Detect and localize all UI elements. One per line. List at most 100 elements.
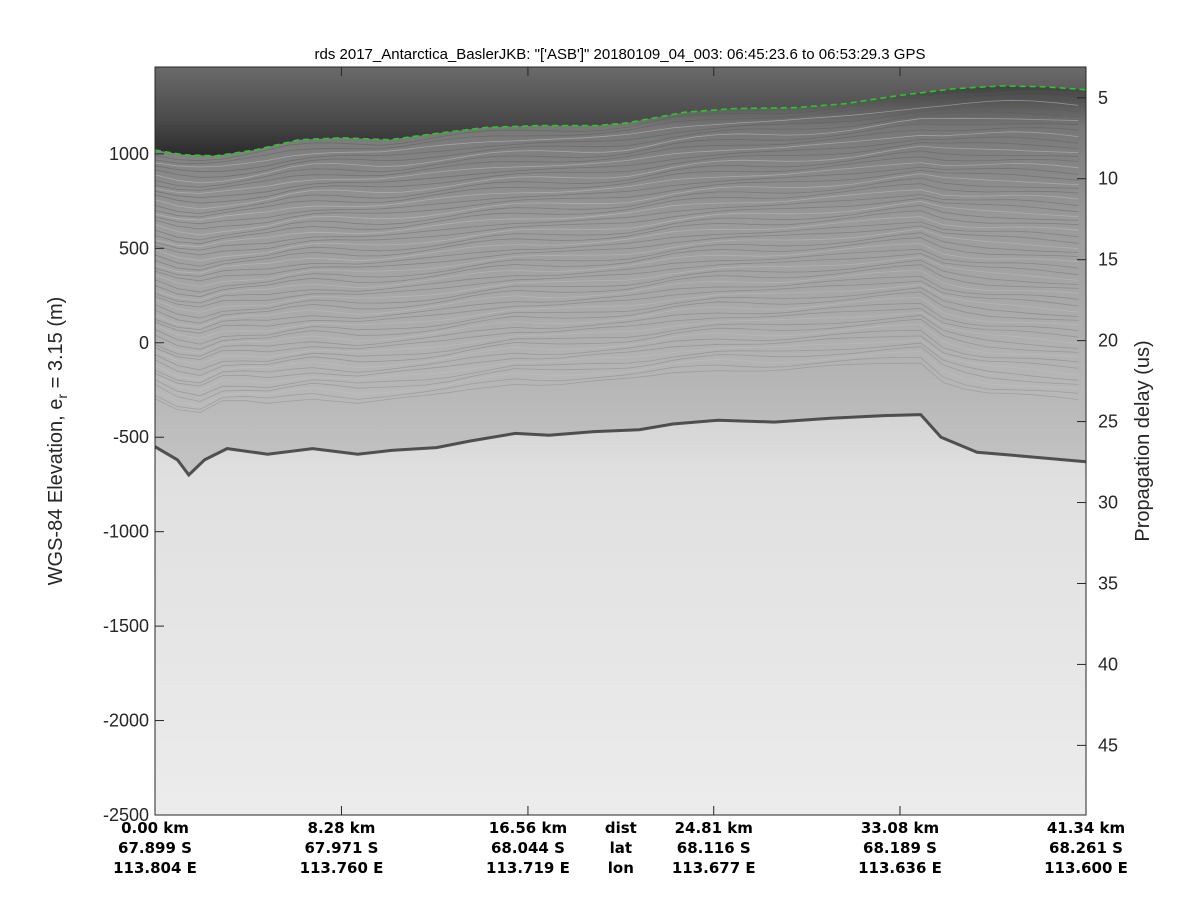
layer-line xyxy=(155,95,1079,165)
x-label-lat: 67.899 S xyxy=(118,839,192,857)
x-label-lon: 113.719 E xyxy=(486,859,570,877)
right-tick-label: 30 xyxy=(1098,493,1118,513)
layer-line xyxy=(155,162,1079,221)
y-axis-label: WGS-84 Elevation, er = 3.15 (m) xyxy=(45,297,70,586)
layer-line xyxy=(155,284,1079,339)
row-name-lat: lat xyxy=(610,839,632,857)
layer-line xyxy=(155,302,1079,357)
layer-line xyxy=(155,173,1079,236)
right-tick-label: 40 xyxy=(1098,654,1118,674)
layer-line xyxy=(155,156,1079,218)
right-tick-label: 20 xyxy=(1098,331,1118,351)
y-tick-label: 0 xyxy=(139,333,149,353)
layer-line xyxy=(155,357,1079,410)
internal-layers xyxy=(155,91,1079,413)
right-axis-label: Propagation delay (us) xyxy=(1132,340,1154,541)
y-tick-label: -2500 xyxy=(103,805,149,825)
layer-line xyxy=(155,291,1079,350)
layer-line xyxy=(155,339,1079,391)
layer-line xyxy=(155,311,1079,365)
layer-line xyxy=(155,287,1079,345)
y-tick-label: 1000 xyxy=(109,144,149,164)
layer-line xyxy=(155,123,1079,188)
layer-line xyxy=(155,189,1079,248)
x-label-dist: 0.00 km xyxy=(121,819,189,837)
layer-line xyxy=(155,346,1079,402)
air-region xyxy=(155,67,1086,156)
layer-line xyxy=(155,145,1079,210)
right-tick-label: 5 xyxy=(1098,88,1108,108)
layer-line xyxy=(155,297,1079,354)
layer-line xyxy=(155,264,1079,324)
layer-line xyxy=(155,329,1079,384)
layer-line xyxy=(155,362,1079,413)
layer-line xyxy=(155,253,1079,308)
layer-line xyxy=(155,314,1079,371)
layer-line xyxy=(155,177,1079,241)
layer-line xyxy=(155,150,1079,215)
layer-line xyxy=(155,221,1079,277)
layer-line xyxy=(155,308,1079,360)
x-label-lat: 68.116 S xyxy=(677,839,751,857)
layer-line xyxy=(155,131,1079,194)
x-label-lat: 68.189 S xyxy=(863,839,937,857)
right-tick-label: 25 xyxy=(1098,412,1118,432)
surface-line xyxy=(155,85,1086,157)
x-label-lon: 113.600 E xyxy=(1044,859,1128,877)
layer-line xyxy=(155,256,1079,313)
layer-line xyxy=(155,105,1079,173)
layer-line xyxy=(155,194,1079,251)
x-label-lon: 113.636 E xyxy=(858,859,942,877)
layer-line xyxy=(155,280,1079,334)
plot-frame xyxy=(154,66,1087,816)
right-axis: 5 10 15 20 25 30 35 40 45 xyxy=(1077,88,1118,755)
layer-line xyxy=(155,228,1079,288)
layer-line xyxy=(155,204,1079,267)
layer-line xyxy=(155,197,1079,256)
right-tick-label: 10 xyxy=(1098,169,1118,189)
layer-line xyxy=(155,166,1079,225)
plot-area xyxy=(155,67,1086,815)
layer-line xyxy=(155,111,1079,178)
x-label-lat: 68.261 S xyxy=(1049,839,1123,857)
layer-line xyxy=(155,248,1079,304)
layer-line xyxy=(155,259,1079,319)
x-label-dist: 24.81 km xyxy=(675,819,753,837)
x-label-dist: 33.08 km xyxy=(861,819,939,837)
layer-line xyxy=(155,335,1079,387)
layer-line xyxy=(155,225,1079,282)
layer-line xyxy=(155,169,1079,230)
layer-line xyxy=(155,99,1079,168)
x-label-lon: 113.804 E xyxy=(113,859,197,877)
layer-line xyxy=(155,200,1079,262)
layer-line xyxy=(155,275,1079,331)
x-label-dist: 8.28 km xyxy=(308,819,376,837)
y-tick-label: 500 xyxy=(119,238,149,258)
layer-line xyxy=(155,243,1079,301)
layer-line xyxy=(155,127,1079,191)
x-label-dist: 16.56 km xyxy=(489,819,567,837)
layer-line xyxy=(155,232,1079,293)
layer-line xyxy=(155,342,1079,397)
x-label-lon: 113.677 E xyxy=(672,859,756,877)
y-tick-label: -500 xyxy=(113,427,149,447)
y-tick-label: -1500 xyxy=(103,616,149,636)
right-tick-label: 45 xyxy=(1098,735,1118,755)
x-label-lat: 67.971 S xyxy=(305,839,379,857)
layer-line xyxy=(155,270,1079,328)
layer-line xyxy=(155,183,1079,245)
layer-line xyxy=(155,210,1079,271)
ice-column-region xyxy=(155,79,1086,476)
row-name-dist: dist xyxy=(605,819,637,837)
layer-line xyxy=(155,237,1079,298)
x-label-dist: 41.34 km xyxy=(1047,819,1125,837)
layer-line xyxy=(155,91,1079,162)
x-label-lon: 113.760 E xyxy=(300,859,384,877)
y-tick-label: -2000 xyxy=(103,711,149,731)
row-name-lon: lon xyxy=(608,859,634,877)
x-label-lat: 68.044 S xyxy=(491,839,565,857)
y-tick-label: -1000 xyxy=(103,522,149,542)
layer-line xyxy=(155,318,1079,376)
layer-line xyxy=(155,351,1079,407)
